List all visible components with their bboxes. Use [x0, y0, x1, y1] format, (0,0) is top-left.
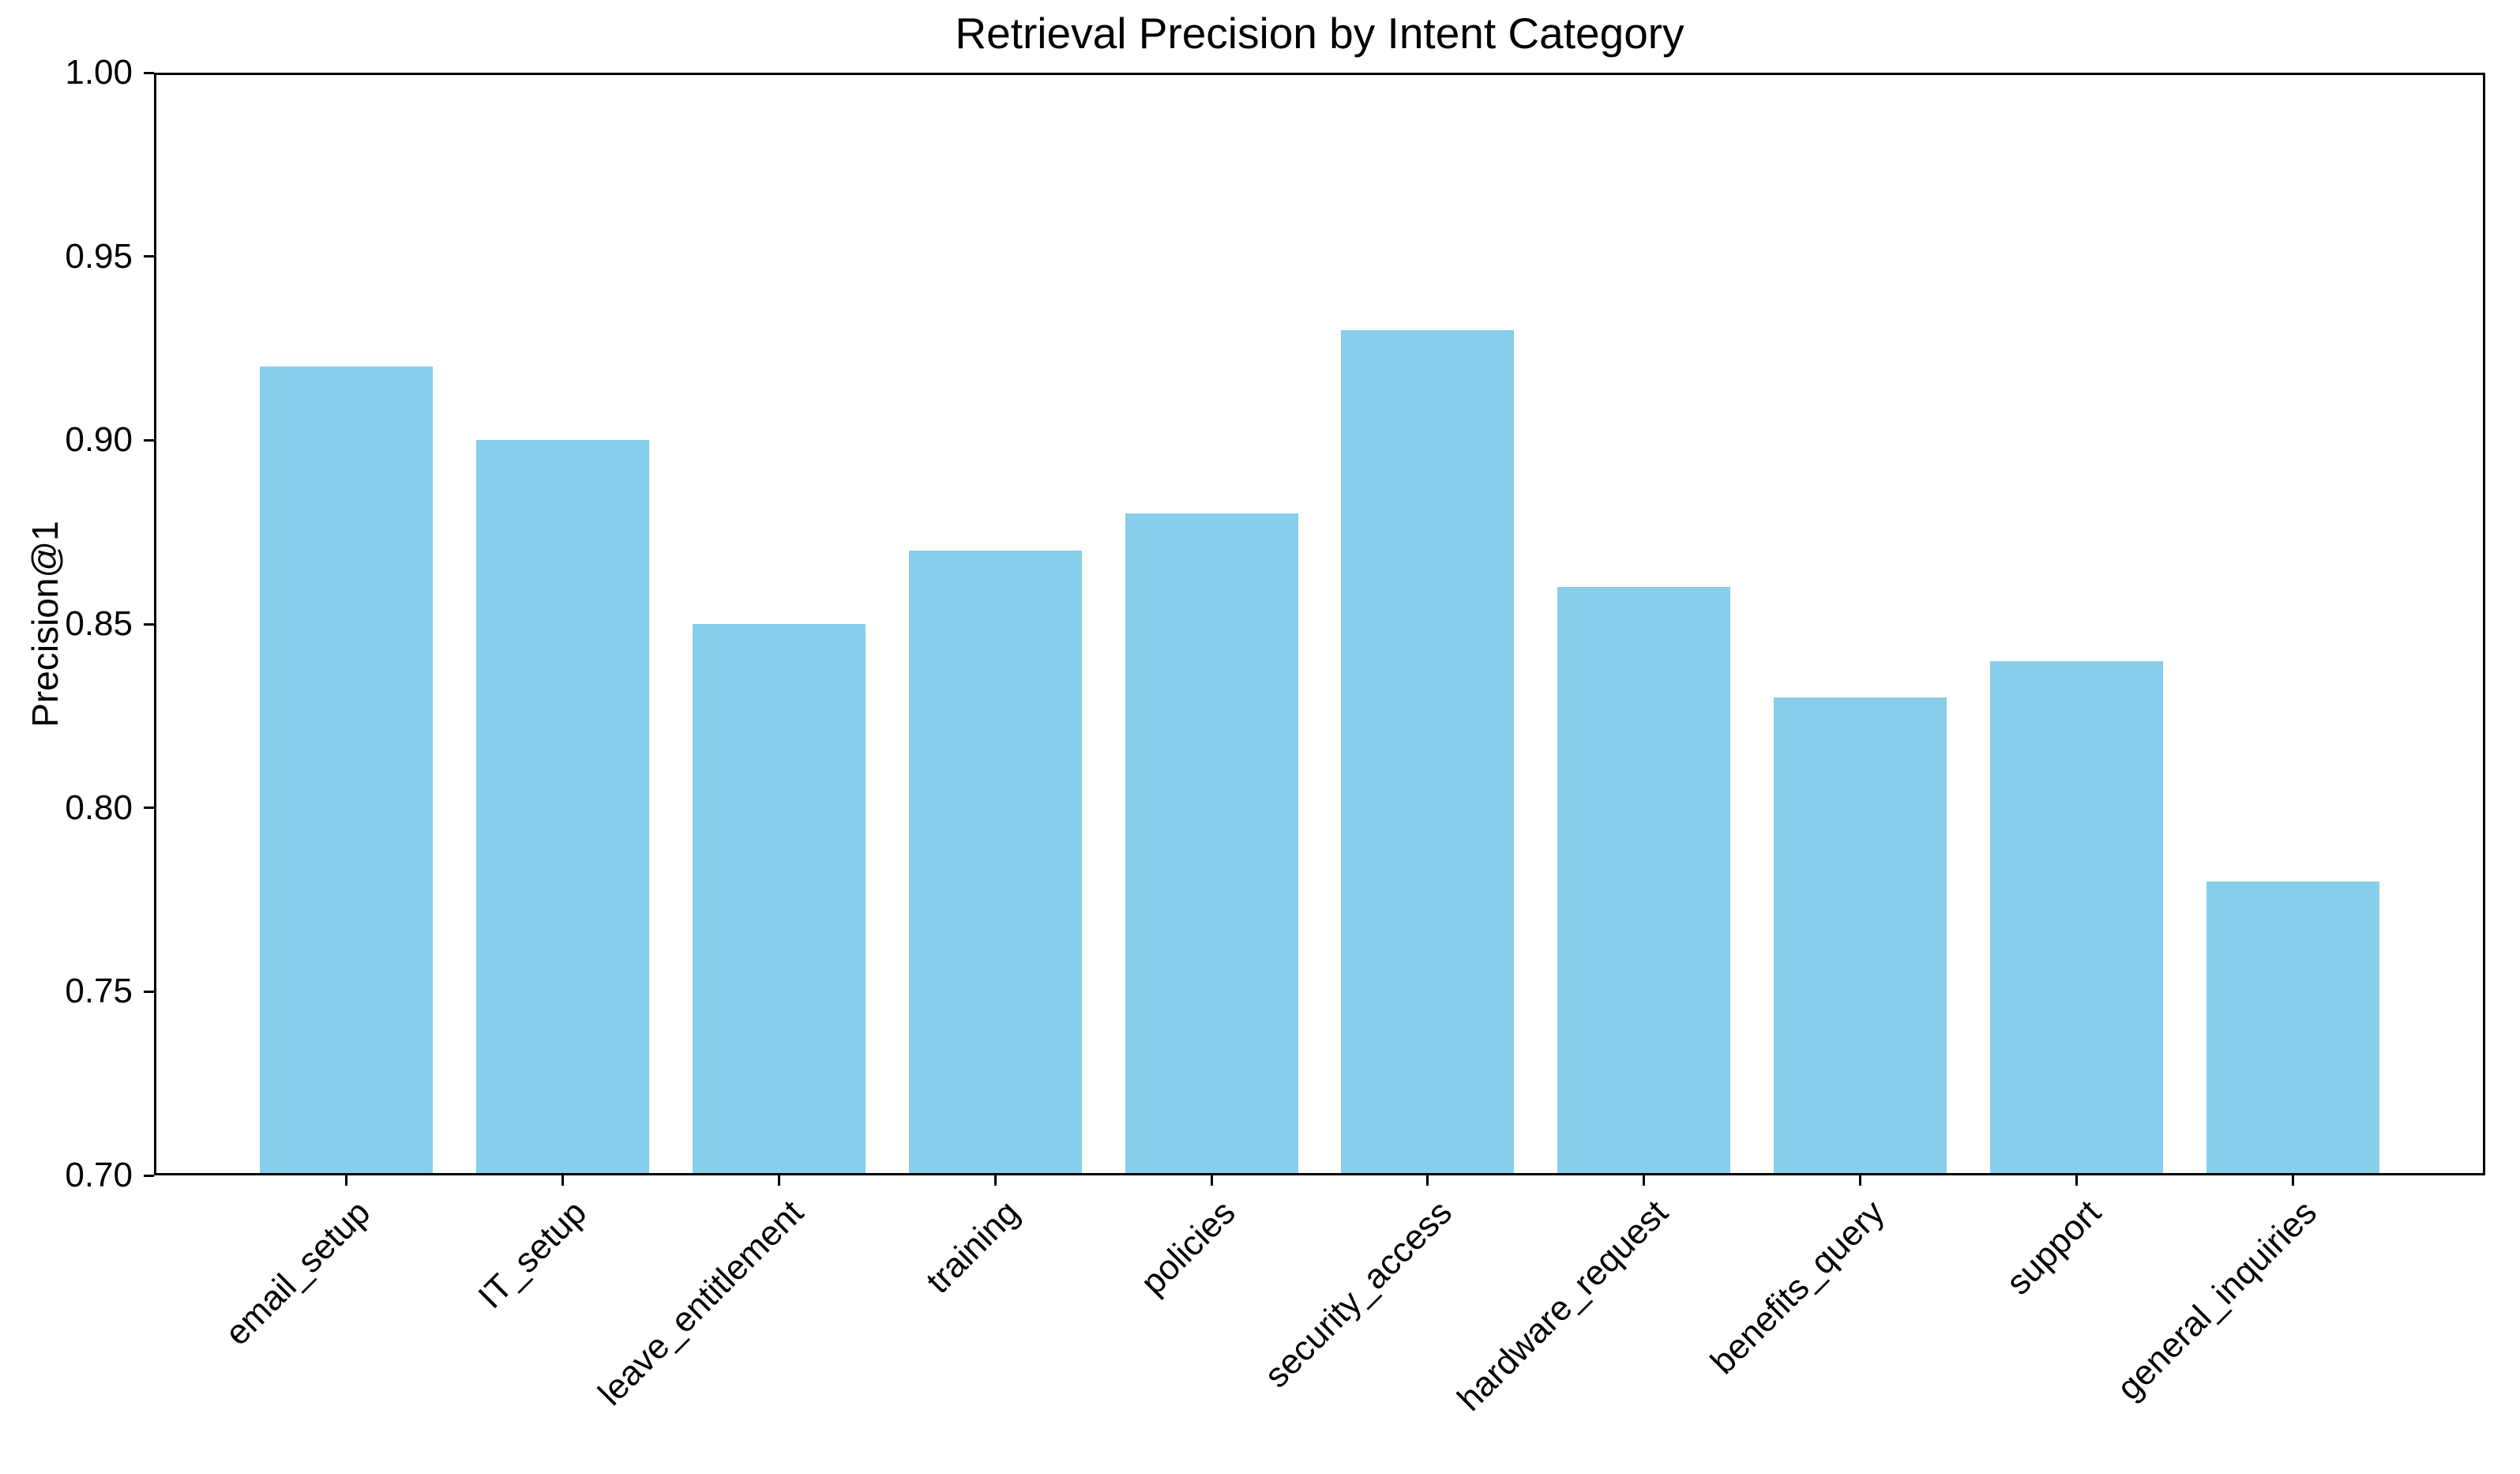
- x-tick-mark: [777, 1175, 780, 1186]
- y-tick-label: 1.00: [65, 53, 133, 92]
- x-tick-label-IT_setup: IT_setup: [471, 1193, 595, 1317]
- y-tick-label: 0.70: [65, 1156, 133, 1194]
- x-tick-mark: [1210, 1175, 1213, 1186]
- y-tick-mark: [144, 622, 154, 626]
- x-tick-mark: [1859, 1175, 1862, 1186]
- bar-leave_entitlement: [692, 624, 866, 1175]
- x-tick-label-general_inquiries: general_inquiries: [2109, 1193, 2325, 1408]
- x-tick-label-email_setup: email_setup: [218, 1193, 378, 1353]
- x-tick-label-leave_entitlement: leave_entitlement: [590, 1193, 811, 1413]
- x-tick-mark: [1643, 1175, 1646, 1186]
- chart-title: Retrieval Precision by Intent Category: [955, 9, 1684, 58]
- y-tick-mark: [144, 807, 154, 810]
- y-tick-label: 0.75: [65, 972, 133, 1011]
- x-tick-mark: [345, 1175, 348, 1186]
- x-tick-label-training: training: [918, 1193, 1027, 1301]
- x-tick-label-security_access: security_access: [1256, 1193, 1459, 1396]
- bar-policies: [1125, 513, 1298, 1175]
- plot-area: [154, 73, 2485, 1175]
- y-tick-label: 0.80: [65, 788, 133, 827]
- bar-security_access: [1341, 329, 1515, 1175]
- bar-hardware_request: [1557, 587, 1731, 1175]
- x-tick-mark: [993, 1175, 997, 1186]
- x-tick-label-hardware_request: hardware_request: [1450, 1193, 1676, 1419]
- y-tick-mark: [144, 990, 154, 993]
- x-tick-label-benefits_query: benefits_query: [1703, 1193, 1892, 1382]
- y-tick-label: 0.90: [65, 420, 133, 460]
- y-tick-mark: [144, 71, 154, 74]
- bar-benefits_query: [1774, 698, 1947, 1175]
- y-tick-label: 0.95: [65, 236, 133, 276]
- x-tick-mark: [2291, 1175, 2294, 1186]
- x-tick-mark: [1426, 1175, 1429, 1186]
- x-tick-mark: [561, 1175, 565, 1186]
- y-tick-mark: [144, 255, 154, 258]
- x-tick-label-policies: policies: [1133, 1193, 1244, 1303]
- y-tick-mark: [144, 438, 154, 442]
- y-tick-mark: [144, 1174, 154, 1177]
- x-tick-mark: [2075, 1175, 2078, 1186]
- y-tick-label: 0.85: [65, 604, 133, 643]
- bar-support: [1989, 660, 2163, 1175]
- bar-IT_setup: [476, 440, 650, 1175]
- bar-email_setup: [260, 367, 434, 1175]
- x-tick-label-support: support: [1998, 1193, 2109, 1303]
- bar-training: [908, 550, 1082, 1175]
- bar-general_inquiries: [2206, 881, 2379, 1175]
